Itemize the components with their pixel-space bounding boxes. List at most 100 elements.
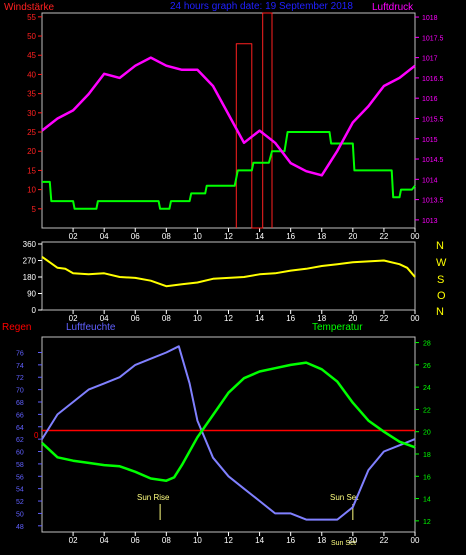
wind-x-tick-label-04: 04 <box>100 232 109 241</box>
humidity-y-label-64: 64 <box>16 425 24 432</box>
wind-y-label-20: 20 <box>27 147 36 156</box>
humidity-series <box>41 345 416 521</box>
temperature-y-label-18: 18 <box>423 452 431 459</box>
date-title: 24 hours graph date: 19 September 2018 <box>170 1 353 12</box>
direction-x-tick-label-04: 04 <box>100 314 109 323</box>
pressure-axis-title: Luftdruck <box>372 2 414 13</box>
wind-x-tick-label-14: 14 <box>255 232 264 241</box>
direction-chart-frame <box>41 241 416 311</box>
direction-label-s: S <box>437 274 444 286</box>
direction-x-tick-label-14: 14 <box>255 314 264 323</box>
humidity-x-tick-label-08: 08 <box>162 536 171 545</box>
wind-gust-series <box>235 12 273 229</box>
direction-x-tick-label-02: 02 <box>69 314 78 323</box>
wind-direction-series <box>41 255 416 288</box>
wind-x-tick-label-00: 00 <box>411 232 420 241</box>
temperature-y-label-22: 22 <box>423 407 431 414</box>
direction-y-label-270: 270 <box>23 257 37 266</box>
wind-x-tick-label-08: 08 <box>162 232 171 241</box>
direction-x-tick-label-22: 22 <box>379 314 388 323</box>
wind-y-label-25: 25 <box>27 128 36 137</box>
wind-x-tick-label-12: 12 <box>224 232 233 241</box>
humidity-y-label-66: 66 <box>16 412 24 419</box>
temperature-y-label-26: 26 <box>423 363 431 370</box>
direction-x-tick-label-18: 18 <box>317 314 326 323</box>
direction-label-n-bottom: N <box>436 306 444 318</box>
wind-chart-frame <box>41 12 416 229</box>
sun-set-label: Sun Set <box>330 493 359 502</box>
humidity-x-tick-label-10: 10 <box>193 536 202 545</box>
humidity-y-label-58: 58 <box>16 462 24 469</box>
temperature-y-label-12: 12 <box>423 519 431 526</box>
wind-y-label-40: 40 <box>27 70 36 79</box>
wind-y-label-10: 10 <box>27 186 36 195</box>
wind-speed-axis-title: Windstärke <box>4 2 54 13</box>
humidity-y-label-72: 72 <box>16 375 24 382</box>
direction-x-tick-label-06: 06 <box>131 314 140 323</box>
direction-y-label-360: 360 <box>23 240 37 249</box>
humidity-x-tick-label-16: 16 <box>286 536 295 545</box>
humidity-x-tick-label-20: 20 <box>348 536 357 545</box>
pressure-y-label-1017.5: 1017.5 <box>422 35 444 42</box>
temperature-y-label-20: 20 <box>423 430 431 437</box>
humidity-y-label-48: 48 <box>16 524 24 531</box>
rain-axis-title: Regen <box>2 322 31 333</box>
humidity-x-tick-label-06: 06 <box>131 536 140 545</box>
temperature-y-label-14: 14 <box>423 497 431 504</box>
temperature-series <box>41 361 416 482</box>
direction-label-w: W <box>436 257 447 269</box>
direction-label-n-top: N <box>436 240 444 252</box>
temperature-y-label-24: 24 <box>423 385 431 392</box>
wind-y-label-15: 15 <box>27 166 36 175</box>
wind-x-tick-label-02: 02 <box>69 232 78 241</box>
pressure-y-label-1016.5: 1016.5 <box>422 76 444 83</box>
pressure-y-label-1014.5: 1014.5 <box>422 157 444 164</box>
humidity-x-tick-label-04: 04 <box>100 536 109 545</box>
humidity-x-tick-label-12: 12 <box>224 536 233 545</box>
direction-x-tick-label-00: 00 <box>411 314 420 323</box>
direction-x-tick-label-08: 08 <box>162 314 171 323</box>
pressure-y-label-1015: 1015 <box>422 137 438 144</box>
humidity-x-tick-label-18: 18 <box>317 536 326 545</box>
humidity-x-tick-label-22: 22 <box>379 536 388 545</box>
rain-zero-label: 0 <box>34 431 39 440</box>
sun-rise-label: Sun Rise <box>137 493 170 502</box>
wind-x-tick-label-18: 18 <box>317 232 326 241</box>
direction-y-label-90: 90 <box>27 290 36 299</box>
wind-y-label-5: 5 <box>32 205 37 214</box>
humidity-y-label-76: 76 <box>16 350 24 357</box>
humidity-y-label-50: 50 <box>16 511 24 518</box>
humidity-y-label-62: 62 <box>16 437 24 444</box>
pressure-y-label-1016: 1016 <box>422 96 438 103</box>
pressure-y-label-1015.5: 1015.5 <box>422 116 444 123</box>
wind-y-label-30: 30 <box>27 109 36 118</box>
wind-y-label-45: 45 <box>27 51 36 60</box>
wind-pressure-chart: 51015202530354045505510131013.510141014.… <box>27 12 444 241</box>
direction-x-tick-label-10: 10 <box>193 314 202 323</box>
temperature-y-label-16: 16 <box>423 474 431 481</box>
wind-x-tick-label-06: 06 <box>131 232 140 241</box>
pressure-y-label-1014: 1014 <box>422 177 438 184</box>
direction-y-label-180: 180 <box>23 273 37 282</box>
temperature-axis-title: Temperatur <box>312 322 363 333</box>
humidity-y-label-52: 52 <box>16 499 24 506</box>
wind-y-label-55: 55 <box>27 13 36 22</box>
humidity-y-label-68: 68 <box>16 400 24 407</box>
humidity-y-label-56: 56 <box>16 474 24 481</box>
humidity-x-tick-label-00: 00 <box>411 536 420 545</box>
wind-x-tick-label-16: 16 <box>286 232 295 241</box>
humidity-y-label-74: 74 <box>16 363 24 370</box>
humidity-x-tick-label-02: 02 <box>69 536 78 545</box>
humidity-y-label-54: 54 <box>16 487 24 494</box>
humidity-y-label-60: 60 <box>16 450 24 457</box>
pressure-y-label-1018: 1018 <box>422 15 438 22</box>
wind-x-tick-label-20: 20 <box>348 232 357 241</box>
temperature-y-label-28: 28 <box>423 341 431 348</box>
pressure-y-label-1013.5: 1013.5 <box>422 198 444 205</box>
humidity-axis-title: Luftfeuchte <box>66 322 116 333</box>
wind-y-label-50: 50 <box>27 32 36 41</box>
humidity-chart-frame <box>41 336 416 533</box>
wind-x-tick-label-22: 22 <box>379 232 388 241</box>
pressure-y-label-1017: 1017 <box>422 56 438 63</box>
